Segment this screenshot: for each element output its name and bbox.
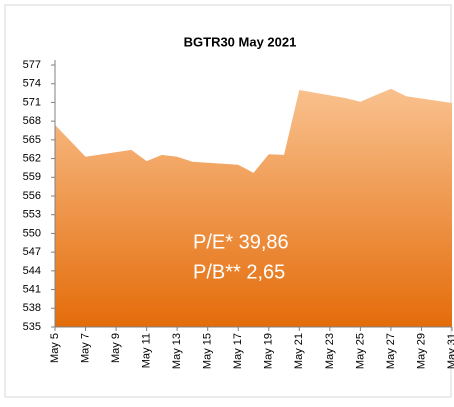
- y-tick-label: 574: [23, 78, 41, 90]
- y-tick-label: 538: [23, 302, 41, 314]
- x-tick-label: May 29: [415, 333, 427, 369]
- x-tick-label: May 9: [110, 333, 122, 363]
- y-tick-label: 559: [23, 171, 41, 183]
- y-tick-label: 565: [23, 134, 41, 146]
- y-tick-label: 556: [23, 190, 41, 202]
- x-tick-label: May 23: [324, 333, 336, 369]
- x-tick-label: May 11: [141, 333, 153, 368]
- x-tick-label: May 31: [446, 333, 454, 369]
- x-tick-label: May 7: [79, 333, 91, 363]
- x-tick-label: May 13: [171, 333, 183, 369]
- y-tick-label: 553: [23, 209, 41, 221]
- x-tick-label: May 5: [49, 333, 61, 363]
- y-tick-label: 544: [23, 265, 41, 277]
- chart-title: BGTR30 May 2021: [184, 34, 297, 49]
- y-tick-label: 577: [23, 59, 41, 71]
- y-tick-label: 550: [23, 227, 41, 239]
- y-tick-label: 571: [23, 96, 41, 108]
- x-tick-label: May 15: [202, 333, 214, 369]
- x-tick-label: May 25: [354, 333, 366, 369]
- annotation: P/B** 2,65: [193, 261, 285, 283]
- x-tick-label: May 19: [263, 333, 275, 369]
- area: [55, 88, 452, 327]
- y-tick-label: 535: [23, 321, 41, 333]
- x-tick-label: May 27: [385, 333, 397, 369]
- y-tick-label: 541: [23, 283, 41, 295]
- x-tick-label: May 21: [293, 333, 305, 369]
- y-tick-label: 547: [23, 246, 41, 258]
- x-tick-label: May 17: [232, 333, 244, 369]
- y-tick-label: 568: [23, 115, 41, 127]
- y-tick-label: 562: [23, 152, 41, 164]
- annotation: P/E* 39,86: [193, 231, 289, 253]
